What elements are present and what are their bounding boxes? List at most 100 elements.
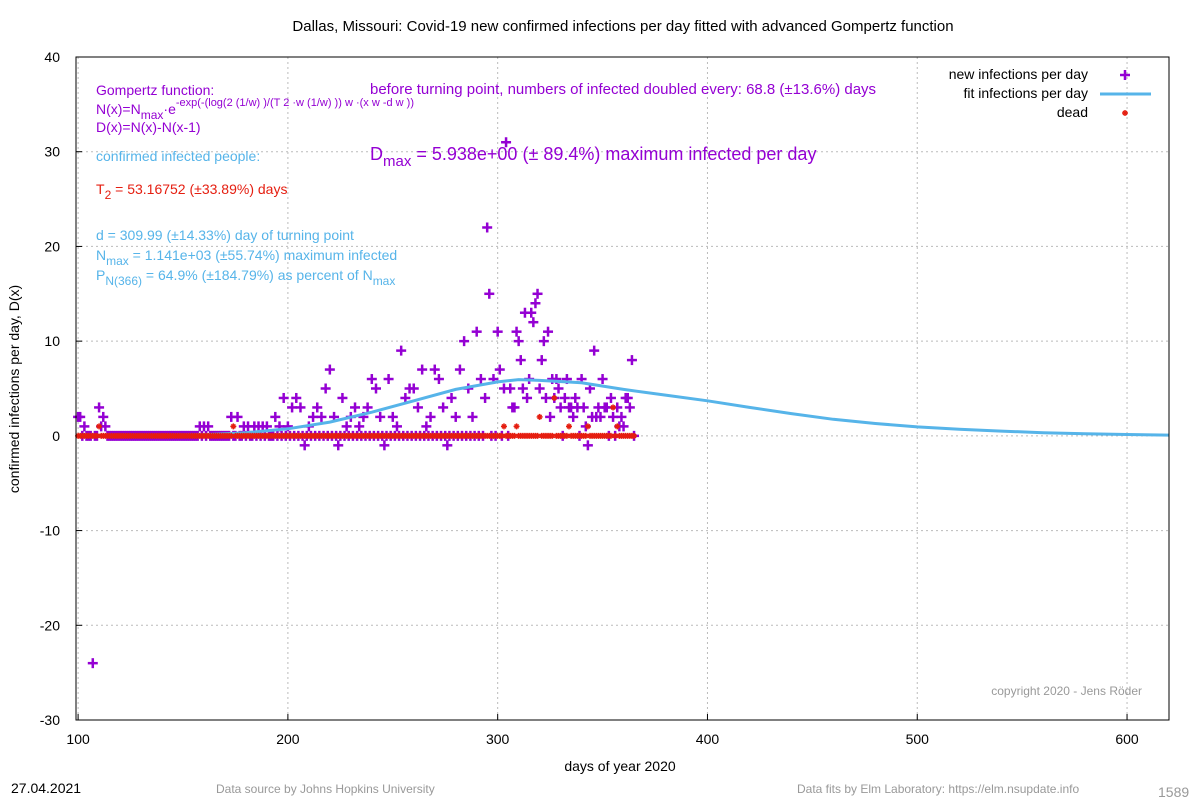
infection-point	[608, 411, 619, 422]
infection-point	[400, 392, 411, 403]
y-tick-label: -30	[40, 712, 60, 728]
y-tick-label: -10	[40, 523, 60, 539]
legend-label-dead: dead	[1057, 104, 1088, 120]
legend: new infections per day fit infections pe…	[949, 66, 1151, 120]
dead-point	[551, 394, 558, 401]
infection-point	[578, 402, 589, 413]
infection-point	[442, 440, 453, 451]
infection-point	[450, 411, 461, 422]
y-axis-label: confirmed infections per day, D(x)	[6, 285, 22, 493]
infection-point	[459, 336, 470, 347]
x-tick-label: 100	[66, 731, 90, 747]
infection-point	[94, 402, 105, 413]
infection-point	[320, 383, 331, 394]
gompertz-formula-d: D(x)=N(x)-N(x-1)	[96, 119, 201, 135]
gompertz-title: Gompertz function:	[96, 82, 214, 98]
x-tick-label: 600	[1115, 731, 1139, 747]
footer-fits: Data fits by Elm Laboratory: https://elm…	[797, 782, 1080, 796]
doubling-label: before turning point, numbers of infecte…	[370, 81, 876, 98]
x-tick-label: 400	[696, 731, 720, 747]
confirmed-label: confirmed infected people:	[96, 148, 260, 164]
infection-point	[354, 421, 365, 432]
gompertz-formula-n: N(x)=Nmax·e-exp(-(log(2 (1/w) )/(T 2 ·w …	[96, 97, 414, 122]
x-tick-label: 200	[276, 731, 300, 747]
infection-point	[316, 411, 327, 422]
y-tick-label: 10	[44, 333, 60, 349]
infection-point	[203, 421, 214, 432]
infection-point	[75, 411, 86, 422]
infection-point	[517, 383, 528, 394]
legend-marker-infections	[1120, 70, 1130, 80]
x-tick-label: 500	[906, 731, 930, 747]
infection-point	[417, 364, 428, 375]
infection-point	[383, 374, 394, 385]
dmax-label: Dmax = 5.938e+00 (± 89.4%) maximum infec…	[370, 144, 816, 170]
infection-point	[597, 374, 608, 385]
infection-point	[559, 392, 570, 403]
infection-point	[540, 392, 551, 403]
infection-point	[501, 137, 512, 148]
infection-point	[509, 402, 520, 413]
infection-point	[528, 317, 539, 328]
infection-point	[543, 326, 554, 337]
infection-point	[532, 288, 543, 299]
infection-point	[530, 298, 541, 309]
infection-point	[536, 355, 547, 366]
infection-point	[568, 411, 579, 422]
dead-point	[610, 404, 617, 411]
infection-point	[87, 658, 98, 669]
copyright: copyright 2020 - Jens Röder	[991, 684, 1142, 698]
infection-point	[324, 364, 335, 375]
nmax-label: Nmax = 1.141e+03 (±55.74%) maximum infec…	[96, 247, 397, 268]
legend-label-fit: fit infections per day	[963, 85, 1088, 101]
dead-point	[500, 423, 507, 430]
infection-point	[482, 222, 493, 233]
dead-point	[584, 423, 591, 430]
infection-point	[570, 392, 581, 403]
dead-point	[513, 423, 520, 430]
axis-ticks: 100 200 300 400 500 600 -30 -20 -10 0 10 20 30 40	[40, 49, 1139, 747]
dead-series	[75, 394, 638, 439]
infection-point	[433, 374, 444, 385]
infection-point	[582, 440, 593, 451]
infection-point	[475, 374, 486, 385]
dead-point	[96, 423, 103, 430]
infection-point	[396, 345, 407, 356]
infection-point	[362, 402, 373, 413]
infection-point	[412, 402, 423, 413]
infection-point	[350, 402, 361, 413]
infection-point	[522, 392, 533, 403]
infection-point	[287, 402, 298, 413]
infection-point	[421, 421, 432, 432]
infection-point	[366, 374, 377, 385]
infection-point	[429, 364, 440, 375]
infection-point	[505, 383, 516, 394]
legend-label-infections: new infections per day	[949, 66, 1088, 82]
y-tick-label: 40	[44, 49, 60, 65]
infection-point	[375, 411, 386, 422]
infection-point	[545, 411, 556, 422]
infection-point	[299, 440, 310, 451]
dead-point	[536, 413, 543, 420]
x-axis-label: days of year 2020	[564, 758, 676, 774]
infection-point	[515, 355, 526, 366]
chart-title: Dallas, Missouri: Covid-19 new confirmed…	[292, 18, 953, 35]
infection-point	[308, 411, 319, 422]
infection-point	[534, 383, 545, 394]
infection-point	[553, 383, 564, 394]
infection-point	[555, 402, 566, 413]
infection-point	[79, 421, 90, 432]
infection-point	[471, 326, 482, 337]
infection-point	[622, 392, 633, 403]
infection-point	[295, 402, 306, 413]
infection-point	[589, 345, 600, 356]
dead-point	[549, 432, 556, 439]
infection-point	[291, 392, 302, 403]
infection-point	[278, 392, 289, 403]
infection-point	[425, 411, 436, 422]
turning-point-label: d = 309.99 (±14.33%) day of turning poin…	[96, 227, 354, 243]
infection-point	[624, 402, 635, 413]
infection-point	[526, 307, 537, 318]
infection-point	[538, 336, 549, 347]
infection-point	[513, 336, 524, 347]
